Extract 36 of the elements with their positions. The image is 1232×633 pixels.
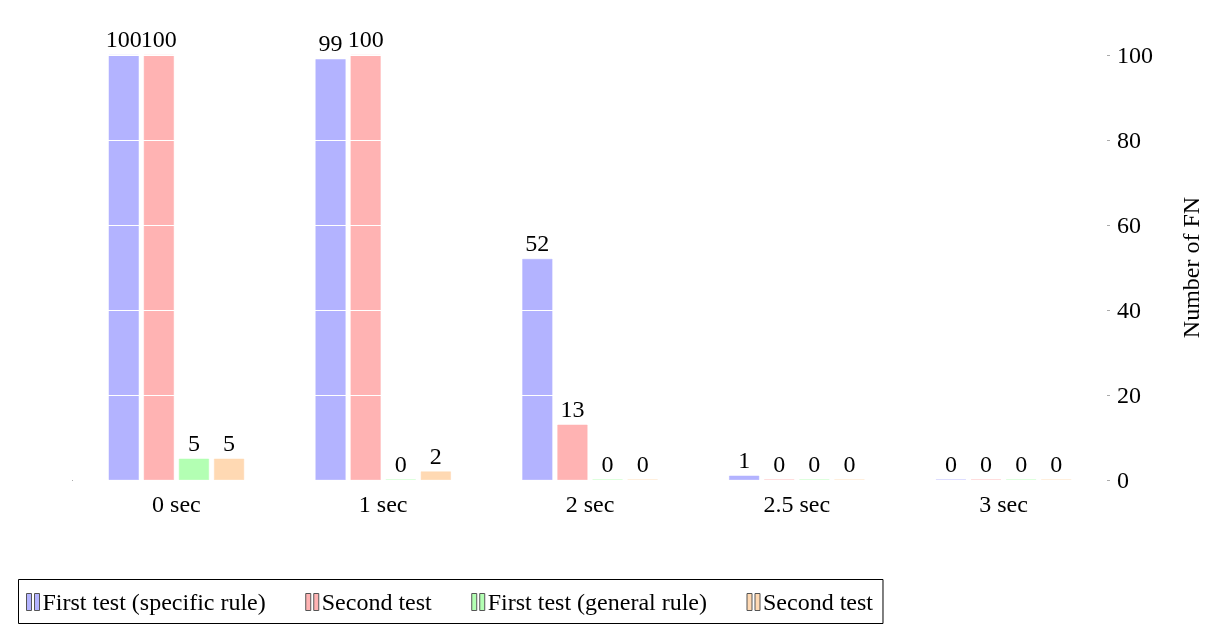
legend-label: Second test (321, 588, 433, 615)
legend-label: Second test (763, 588, 874, 615)
data-label: 0 (636, 450, 649, 477)
data-label: 0 (808, 450, 821, 477)
y-tick-label: 40 (1117, 297, 1141, 323)
data-label: 0 (980, 450, 993, 477)
data-label: 99 (318, 30, 343, 57)
data-label: 0 (601, 450, 614, 477)
data-label: 100 (140, 26, 177, 52)
data-label: 1 (738, 446, 751, 473)
y-tick-label: 60 (1117, 212, 1141, 238)
y-tick-label: 0 (1117, 467, 1129, 493)
data-label: 13 (560, 395, 585, 422)
x-tick-label: 0 sec (152, 491, 201, 517)
x-tick-label: 2 sec (565, 491, 615, 517)
legend-label: First test (specific rule) (42, 588, 266, 615)
data-label: 0 (1015, 450, 1028, 477)
data-label: 0 (394, 450, 407, 477)
y-tick-label: 100 (1117, 42, 1153, 68)
data-label: 2 (429, 442, 442, 469)
x-tick-label: 3 sec (979, 491, 1028, 517)
y-tick-label: 80 (1117, 127, 1141, 153)
legend-label: First test (general rule) (487, 588, 708, 615)
data-label: 100 (347, 26, 384, 52)
data-label: 0 (944, 450, 957, 477)
y-tick-label: 20 (1117, 382, 1141, 408)
x-tick-label: 1 sec (358, 491, 408, 517)
data-label: 0 (843, 450, 856, 477)
data-label: 5 (223, 429, 236, 456)
y-axis-title: Number of FN (1178, 196, 1204, 339)
data-label: 5 (187, 429, 200, 456)
x-tick-label: 2.5 sec (763, 491, 831, 517)
data-label: 100 (105, 26, 142, 52)
data-label: 0 (1050, 450, 1063, 477)
data-label: 0 (773, 450, 786, 477)
data-label: 52 (525, 230, 550, 256)
